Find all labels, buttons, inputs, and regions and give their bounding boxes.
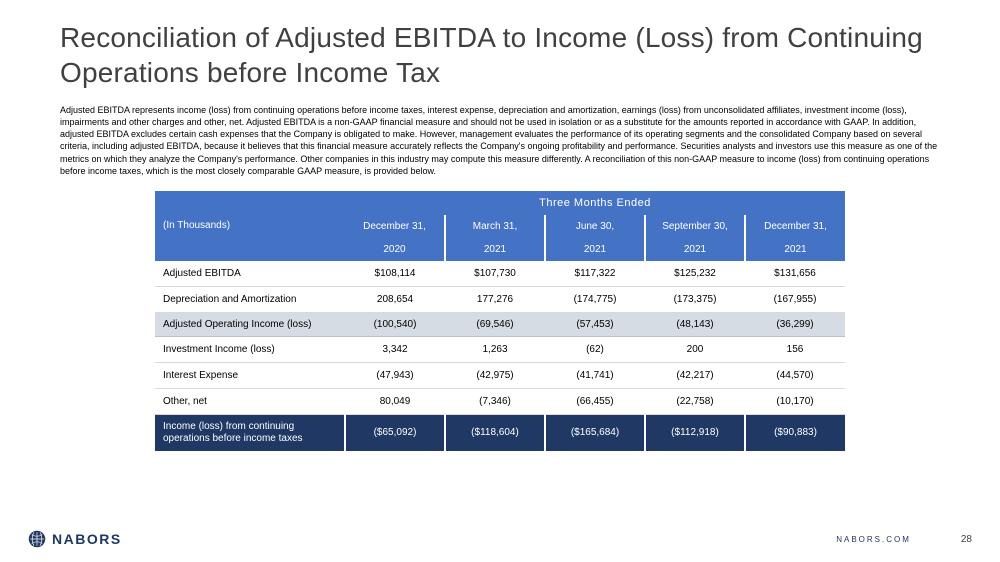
cell: (22,758) — [645, 388, 745, 414]
cell: ($165,684) — [545, 414, 645, 451]
page-number: 28 — [961, 534, 972, 545]
row-label: Adjusted Operating Income (loss) — [155, 312, 345, 336]
col-header-bottom: 2020 — [345, 238, 445, 261]
table-row: Interest Expense (47,943) (42,975) (41,7… — [155, 362, 845, 388]
cell: (36,299) — [745, 312, 845, 336]
nabors-globe-icon — [28, 530, 46, 548]
cell: (42,975) — [445, 362, 545, 388]
cell: ($65,092) — [345, 414, 445, 451]
cell: $108,114 — [345, 261, 445, 287]
col-header-bottom: 2021 — [545, 238, 645, 261]
cell: $131,656 — [745, 261, 845, 287]
row-label: Depreciation and Amortization — [155, 286, 345, 312]
cell: 177,276 — [445, 286, 545, 312]
cell: 208,654 — [345, 286, 445, 312]
cell: 80,049 — [345, 388, 445, 414]
row-label: Adjusted EBITDA — [155, 261, 345, 287]
subtotal-row: Adjusted Operating Income (loss) (100,54… — [155, 312, 845, 336]
col-header-bottom: 2021 — [445, 238, 545, 261]
table-row: Depreciation and Amortization 208,654 17… — [155, 286, 845, 312]
cell: (173,375) — [645, 286, 745, 312]
table-row: Other, net 80,049 (7,346) (66,455) (22,7… — [155, 388, 845, 414]
cell: $117,322 — [545, 261, 645, 287]
description-paragraph: Adjusted EBITDA represents income (loss)… — [60, 104, 940, 177]
cell: (66,455) — [545, 388, 645, 414]
stub-header: (In Thousands) — [155, 191, 345, 261]
slide-footer: NABORS NABORS.COM 28 — [0, 530, 1000, 548]
super-header: Three Months Ended — [345, 191, 845, 215]
cell: (62) — [545, 336, 645, 362]
row-label: Investment Income (loss) — [155, 336, 345, 362]
col-header-top: December 31, — [745, 215, 845, 238]
cell: (48,143) — [645, 312, 745, 336]
cell: (57,453) — [545, 312, 645, 336]
cell: (44,570) — [745, 362, 845, 388]
cell: (10,170) — [745, 388, 845, 414]
col-header-top: December 31, — [345, 215, 445, 238]
website-link: NABORS.COM — [836, 535, 911, 544]
cell: 156 — [745, 336, 845, 362]
cell: (7,346) — [445, 388, 545, 414]
row-label: Other, net — [155, 388, 345, 414]
cell: $107,730 — [445, 261, 545, 287]
col-header-top: March 31, — [445, 215, 545, 238]
cell: $125,232 — [645, 261, 745, 287]
cell: (69,546) — [445, 312, 545, 336]
cell: 1,263 — [445, 336, 545, 362]
col-header-bottom: 2021 — [745, 238, 845, 261]
page-title: Reconciliation of Adjusted EBITDA to Inc… — [60, 20, 940, 90]
cell: (167,955) — [745, 286, 845, 312]
brand-logo: NABORS — [28, 530, 122, 548]
reconciliation-table: (In Thousands) Three Months Ended Decemb… — [155, 191, 845, 451]
total-row: Income (loss) from continuing operations… — [155, 414, 845, 451]
row-label: Interest Expense — [155, 362, 345, 388]
cell: ($90,883) — [745, 414, 845, 451]
cell: (42,217) — [645, 362, 745, 388]
cell: 3,342 — [345, 336, 445, 362]
cell: (174,775) — [545, 286, 645, 312]
table-row: Investment Income (loss) 3,342 1,263 (62… — [155, 336, 845, 362]
table-row: Adjusted EBITDA $108,114 $107,730 $117,3… — [155, 261, 845, 287]
col-header-bottom: 2021 — [645, 238, 745, 261]
brand-name: NABORS — [52, 531, 122, 547]
cell: ($112,918) — [645, 414, 745, 451]
col-header-top: June 30, — [545, 215, 645, 238]
cell: 200 — [645, 336, 745, 362]
cell: (47,943) — [345, 362, 445, 388]
row-label: Income (loss) from continuing operations… — [155, 414, 345, 451]
cell: ($118,604) — [445, 414, 545, 451]
cell: (41,741) — [545, 362, 645, 388]
col-header-top: September 30, — [645, 215, 745, 238]
cell: (100,540) — [345, 312, 445, 336]
